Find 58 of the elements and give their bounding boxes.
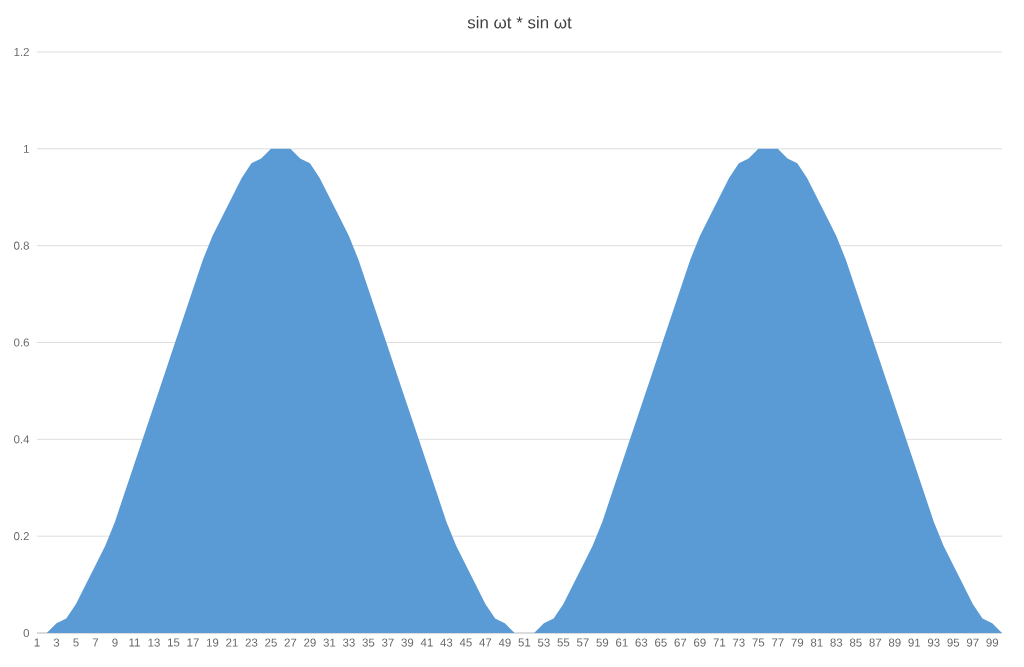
x-tick-label: 27 [284, 638, 297, 647]
chart-title: sin ωt * sin ωt [467, 16, 572, 29]
x-tick-label: 43 [440, 638, 453, 647]
x-tick-label: 1 [34, 638, 40, 647]
x-tick-label: 71 [713, 638, 726, 647]
x-tick-label: 57 [576, 638, 589, 647]
x-tick-label: 89 [888, 638, 901, 647]
x-tick-label: 29 [304, 638, 316, 647]
x-tick-label: 63 [635, 638, 648, 647]
x-tick-label: 5 [73, 638, 79, 647]
x-tick-label: 37 [381, 638, 394, 647]
y-tick-label: 0.8 [14, 241, 29, 250]
x-tick-label: 93 [927, 638, 940, 647]
y-tick-label: 1 [23, 144, 29, 153]
x-tick-label: 65 [655, 638, 667, 647]
x-tick-label: 55 [557, 638, 570, 647]
x-tick-label: 51 [518, 638, 531, 647]
x-tick-label: 31 [323, 638, 336, 647]
x-tick-label: 53 [537, 638, 550, 647]
x-tick-label: 81 [810, 638, 823, 647]
x-tick-label: 83 [830, 638, 843, 647]
x-tick-label: 35 [362, 638, 375, 647]
x-tick-label: 17 [187, 638, 199, 647]
x-tick-label: 67 [674, 638, 687, 647]
x-tick-label: 41 [420, 638, 433, 647]
x-tick-label: 97 [966, 638, 979, 647]
x-tick-label: 45 [459, 638, 472, 647]
x-tick-label: 9 [112, 638, 118, 647]
x-tick-label: 47 [479, 638, 492, 647]
y-tick-label: 0.6 [14, 338, 29, 347]
x-tick-label: 21 [226, 638, 238, 647]
x-tick-label: 13 [148, 638, 160, 647]
x-tick-label: 95 [947, 638, 960, 647]
x-tick-label: 77 [772, 638, 784, 647]
x-tick-label: 39 [401, 638, 414, 647]
x-tick-label: 25 [265, 638, 277, 647]
x-tick-label: 33 [342, 638, 355, 647]
x-tick-label: 49 [498, 638, 511, 647]
x-tick-label: 3 [53, 638, 60, 647]
x-tick-label: 23 [245, 638, 258, 647]
y-tick-label: 1.2 [14, 47, 29, 56]
x-tick-label: 99 [986, 638, 999, 647]
x-tick-label: 73 [733, 638, 745, 647]
y-tick-label: 0.4 [14, 435, 30, 444]
x-tick-label: 79 [791, 638, 804, 647]
x-tick-label: 59 [596, 638, 609, 647]
x-tick-label: 19 [206, 638, 219, 647]
x-tick-label: 85 [849, 638, 862, 647]
x-tick-label: 11 [129, 638, 140, 647]
x-tick-label: 61 [616, 638, 628, 647]
x-tick-label: 91 [908, 638, 921, 647]
x-tick-label: 75 [752, 638, 765, 647]
x-tick-label: 69 [694, 638, 706, 647]
x-tick-label: 7 [92, 638, 99, 647]
y-tick-label: 0.2 [14, 532, 29, 541]
x-tick-label: 87 [869, 638, 882, 647]
y-tick-label: 0 [23, 628, 30, 638]
x-tick-label: 15 [167, 638, 180, 647]
